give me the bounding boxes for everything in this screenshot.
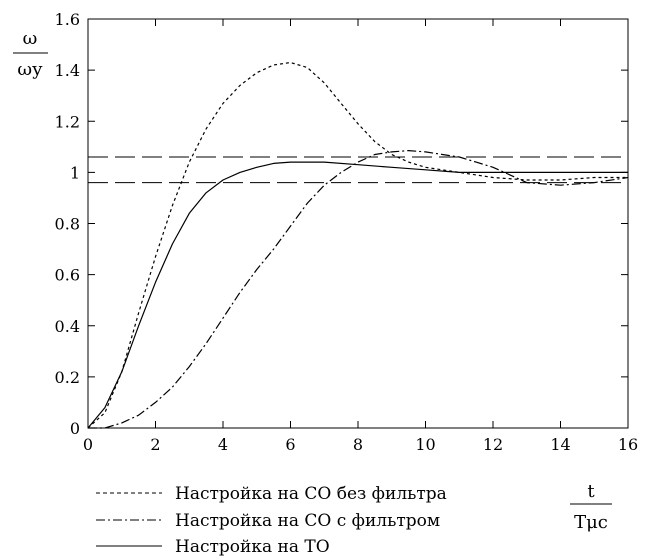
y-tick-label: 1 bbox=[70, 163, 80, 182]
y-tick-label: 0.2 bbox=[55, 368, 80, 387]
y-tick-label: 0.6 bbox=[55, 266, 80, 285]
x-tick-label: 12 bbox=[483, 435, 503, 454]
y-tick-label: 0.4 bbox=[55, 317, 80, 336]
legend-label-1: Настройка на СО с фильтром bbox=[175, 511, 440, 531]
series-layer bbox=[87, 61, 629, 429]
y-axis-label-denominator: ωу bbox=[17, 59, 43, 80]
y-axis-label: ω ωу bbox=[13, 28, 48, 80]
legend: Настройка на СО без фильтра Настройка на… bbox=[96, 484, 447, 556]
x-axis-label-numerator: t bbox=[587, 481, 595, 502]
x-tick-label: 2 bbox=[150, 435, 160, 454]
series-line-dashdot bbox=[88, 150, 629, 429]
reference-lines bbox=[88, 156, 628, 184]
legend-item-2: Настройка на ТО bbox=[96, 537, 330, 556]
y-tick-label: 1.2 bbox=[55, 112, 80, 131]
x-tick-label: 8 bbox=[353, 435, 363, 454]
y-tick-label: 1.6 bbox=[55, 10, 80, 29]
y-tick-label: 0 bbox=[70, 419, 80, 438]
legend-item-1: Настройка на СО с фильтром bbox=[96, 511, 440, 531]
ticks-layer: 0 2 4 6 8 10 12 14 16 0 0.2 0.4 0.6 0.8 1 1.2 1.4 1.6 bbox=[55, 10, 639, 454]
x-tick-label: 4 bbox=[218, 435, 228, 454]
plot-frame bbox=[87, 18, 629, 429]
legend-item-0: Настройка на СО без фильтра bbox=[96, 484, 447, 504]
x-tick-label: 6 bbox=[285, 435, 295, 454]
y-tick-label: 1.4 bbox=[55, 61, 80, 80]
series-line-solid bbox=[87, 161, 628, 429]
y-axis-label-numerator: ω bbox=[23, 28, 38, 49]
x-axis-label-denominator: Tμc bbox=[574, 512, 608, 533]
x-tick-label: 10 bbox=[415, 435, 435, 454]
legend-label-2: Настройка на ТО bbox=[175, 537, 330, 556]
x-tick-label: 16 bbox=[618, 435, 638, 454]
legend-label-0: Настройка на СО без фильтра bbox=[175, 484, 447, 504]
series-line-dotted bbox=[87, 61, 628, 429]
x-tick-label: 14 bbox=[550, 435, 570, 454]
y-tick-label: 0.8 bbox=[55, 215, 80, 234]
x-tick-label: 0 bbox=[83, 435, 93, 454]
x-axis-label: t Tμc bbox=[570, 481, 612, 533]
